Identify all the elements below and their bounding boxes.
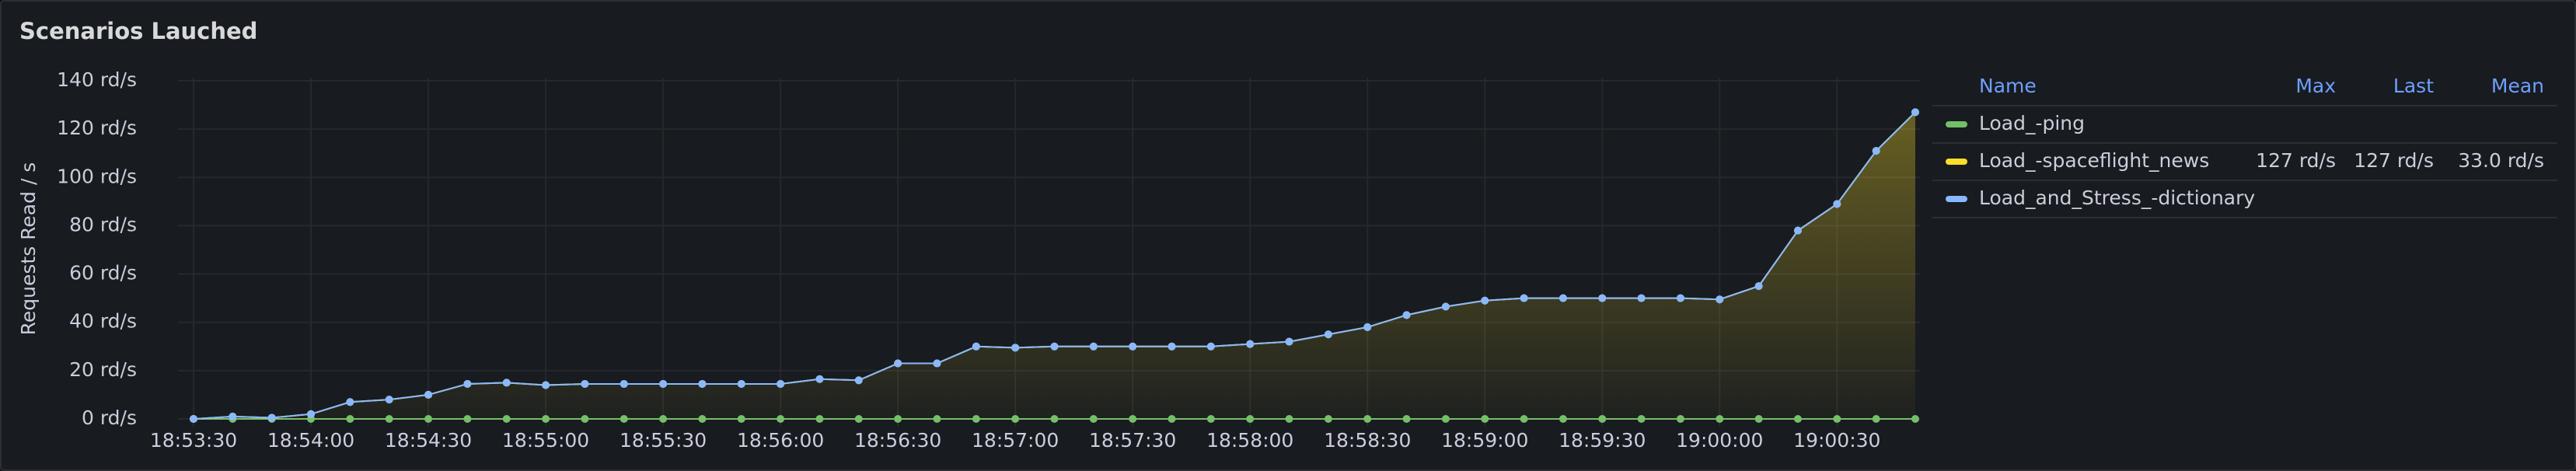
legend-stat: 33.0 rd/s (2458, 149, 2544, 172)
y-tick-label: 140 rd/s (57, 68, 137, 91)
data-point (933, 359, 941, 368)
x-tick-label: 19:00:00 (1676, 429, 1763, 452)
legend-stat: 127 rd/s (2256, 149, 2336, 172)
x-tick-label: 18:57:00 (972, 429, 1059, 452)
data-point (1441, 302, 1450, 311)
data-point (1050, 342, 1059, 351)
data-point (502, 379, 511, 387)
data-point (698, 379, 707, 388)
y-tick-label: 20 rd/s (69, 358, 137, 381)
data-point (1598, 294, 1607, 302)
x-tick-label: 18:55:30 (620, 429, 707, 452)
data-point (1246, 340, 1255, 348)
data-point (854, 376, 863, 385)
data-point (267, 413, 276, 422)
data-point (346, 398, 354, 406)
x-tick-label: 18:54:00 (267, 429, 354, 452)
data-point (815, 375, 824, 383)
x-tick-label: 18:59:00 (1441, 429, 1528, 452)
data-point (424, 390, 433, 399)
y-tick-label: 120 rd/s (57, 117, 137, 139)
series-area (194, 112, 1915, 419)
legend-swatch (1946, 196, 1967, 202)
data-point (1833, 200, 1841, 208)
y-tick-label: 80 rd/s (69, 213, 137, 236)
x-tick-label: 18:59:30 (1559, 429, 1646, 452)
data-point (1911, 108, 1919, 117)
data-point (1285, 337, 1293, 346)
x-tick-label: 18:55:00 (502, 429, 589, 452)
legend-swatch (1946, 121, 1967, 127)
data-point (1363, 323, 1372, 331)
legend-name[interactable]: Load_-ping (1979, 112, 2085, 134)
data-point (777, 379, 785, 388)
data-point (972, 342, 980, 351)
data-point (385, 396, 393, 404)
data-point (1637, 294, 1646, 302)
data-point (307, 410, 316, 418)
data-point (1559, 294, 1567, 302)
x-tick-label: 18:57:30 (1089, 429, 1176, 452)
data-point (1011, 344, 1020, 352)
data-point (894, 359, 902, 368)
data-point (1676, 294, 1684, 302)
x-tick-label: 18:54:30 (385, 429, 472, 452)
data-point (542, 381, 550, 389)
x-tick-label: 18:56:00 (737, 429, 824, 452)
data-point (1206, 342, 1215, 351)
data-point (1872, 147, 1880, 155)
data-point (1402, 311, 1411, 319)
legend-header: Last (2393, 75, 2434, 97)
data-point (1089, 342, 1098, 351)
data-point (1520, 294, 1528, 302)
legend-header: Name (1979, 75, 2037, 97)
y-tick-label: 40 rd/s (69, 310, 137, 333)
y-tick-label: 60 rd/s (69, 262, 137, 284)
data-point (1716, 295, 1724, 304)
data-point (1754, 282, 1763, 291)
y-tick-label: 0 rd/s (82, 406, 137, 429)
data-point (1793, 226, 1802, 235)
data-point (737, 379, 745, 388)
data-point (1129, 342, 1137, 351)
legend-stat: 127 rd/s (2354, 149, 2434, 172)
x-tick-label: 18:56:30 (854, 429, 941, 452)
data-point (229, 412, 237, 420)
data-point (463, 379, 472, 388)
y-tick-label: 100 rd/s (57, 165, 137, 187)
data-point (581, 379, 589, 388)
x-tick-label: 18:53:30 (150, 429, 237, 452)
panel-title: Scenarios Lauched (19, 18, 257, 44)
legend-swatch (1946, 159, 1967, 165)
legend-name[interactable]: Load_-spaceflight_news (1979, 149, 2209, 172)
y-axis-title: Requests Read / s (17, 162, 40, 336)
data-point (1481, 296, 1489, 305)
data-point (659, 379, 668, 388)
legend-name[interactable]: Load_and_Stress_-dictionary (1979, 187, 2255, 209)
legend-header: Max (2295, 75, 2336, 97)
data-point (620, 379, 628, 388)
x-tick-label: 18:58:30 (1324, 429, 1411, 452)
data-point (1168, 342, 1176, 351)
x-tick-label: 19:00:30 (1793, 429, 1880, 452)
x-tick-label: 18:58:00 (1206, 429, 1293, 452)
legend-header: Mean (2491, 75, 2544, 97)
data-point (190, 415, 197, 423)
data-point (1324, 330, 1332, 339)
